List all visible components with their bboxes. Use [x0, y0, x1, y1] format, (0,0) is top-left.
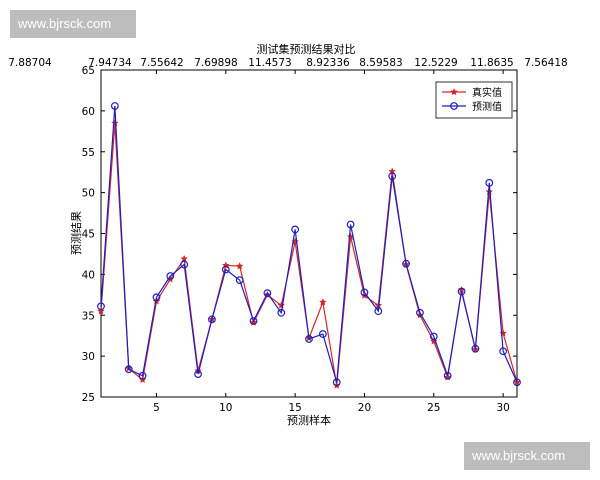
data-point — [180, 260, 189, 269]
data-point — [471, 344, 480, 353]
top-number-10: 7.56418 — [524, 57, 568, 69]
legend-marker — [450, 87, 458, 96]
y-axis-label: 预测结果 — [70, 211, 83, 255]
data-point — [166, 272, 175, 280]
data-point — [416, 308, 424, 317]
data-point — [346, 220, 355, 229]
x-tick-label: 15 — [288, 402, 301, 414]
watermark-bottom: www.bjrsck.com — [464, 442, 590, 470]
top-number-4: 7.69898 — [194, 57, 238, 69]
legend-marker — [450, 102, 458, 110]
y-tick-label: 55 — [82, 147, 95, 159]
y-tick-label: 60 — [82, 106, 95, 118]
chart-title: 测试集预测结果对比 — [257, 42, 356, 56]
series-predicted — [97, 102, 521, 387]
data-point — [318, 330, 327, 338]
data-point — [388, 172, 397, 181]
y-tick-label: 65 — [82, 65, 95, 77]
data-point — [97, 307, 105, 315]
data-point — [235, 262, 244, 270]
top-number-2: 7.94734 — [88, 57, 132, 69]
x-tick-label: 5 — [153, 402, 160, 414]
top-number-6: 8.92336 — [306, 57, 350, 69]
data-point — [263, 289, 272, 298]
data-point — [374, 307, 383, 316]
series-line — [100, 123, 518, 386]
data-point — [443, 371, 452, 380]
data-point — [291, 225, 300, 234]
x-axis-label: 预测样本 — [287, 413, 331, 427]
data-point — [152, 293, 161, 302]
data-point — [499, 347, 508, 356]
series-line — [100, 105, 518, 383]
data-point — [471, 345, 480, 353]
top-number-9: 11.8635 — [470, 57, 514, 69]
data-point — [457, 287, 466, 296]
data-point — [180, 254, 189, 263]
y-tick-label: 50 — [82, 188, 95, 200]
data-point — [332, 378, 341, 387]
y-tick-label: 25 — [82, 392, 95, 404]
data-point — [194, 370, 202, 379]
top-number-7: 8.59583 — [359, 57, 403, 69]
top-number-8: 12.5229 — [414, 57, 458, 69]
top-number-1: 7.88704 — [8, 57, 52, 69]
plot-area — [100, 69, 518, 398]
y-tick-label: 35 — [82, 310, 95, 322]
data-point — [249, 317, 258, 325]
x-tick-label: 10 — [219, 402, 232, 414]
legend-box — [435, 81, 513, 119]
data-point — [485, 187, 494, 196]
top-number-5: 11.4573 — [248, 57, 292, 69]
data-point — [124, 365, 133, 374]
top-number-3: 7.55642 — [140, 57, 184, 69]
data-point — [221, 265, 230, 274]
x-tick-label: 25 — [427, 402, 440, 414]
data-point — [402, 259, 410, 268]
y-tick-label: 40 — [82, 269, 95, 281]
data-point — [277, 308, 286, 317]
data-point — [138, 371, 147, 380]
data-point — [429, 332, 438, 341]
data-point — [208, 315, 216, 324]
data-point — [235, 276, 244, 284]
data-point — [97, 302, 105, 311]
legend-label: 预测值 — [472, 100, 502, 113]
x-tick-label: 20 — [358, 402, 371, 414]
y-tick-label: 30 — [82, 351, 95, 363]
data-point — [360, 288, 369, 297]
y-tick-label: 45 — [82, 229, 95, 241]
x-tick-label: 30 — [496, 402, 509, 414]
legend-label: 真实值 — [472, 86, 502, 99]
watermark-top: www.bjrsck.com — [10, 10, 136, 38]
data-point — [110, 102, 119, 110]
data-point — [319, 298, 327, 306]
series-actual — [97, 119, 521, 389]
data-point — [485, 178, 494, 187]
data-point — [305, 335, 313, 343]
data-point — [513, 378, 521, 387]
